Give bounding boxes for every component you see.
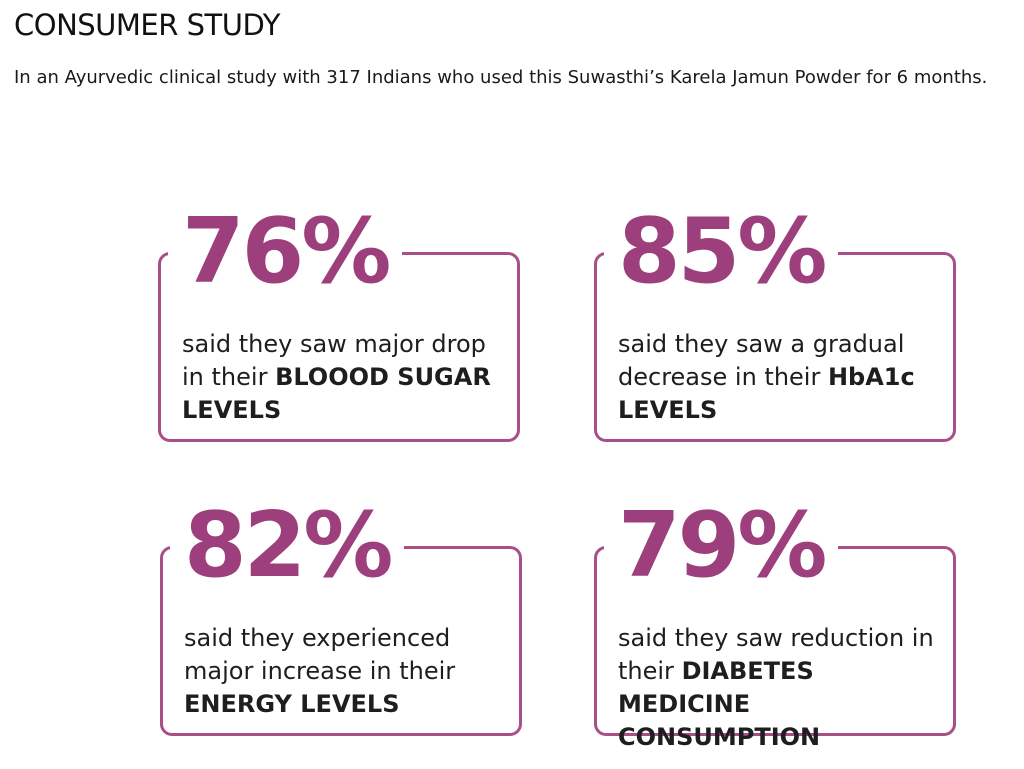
stat-percent: 79% bbox=[604, 496, 839, 596]
stat-highlight: BLOOOD SUGAR LEVELS bbox=[182, 363, 491, 424]
stat-highlight: HbA1c LEVELS bbox=[618, 363, 915, 424]
stat-text: said they experienced major increase in … bbox=[184, 624, 456, 685]
stat-highlight: ENERGY LEVELS bbox=[184, 690, 400, 718]
stat-description: said they saw major drop in their BLOOOD… bbox=[182, 328, 512, 427]
stat-highlight: DIABETES MEDICINE CONSUMPTION bbox=[618, 657, 821, 751]
stat-description: said they saw a gradual decrease in thei… bbox=[618, 328, 948, 427]
stat-text: said they saw reduction in their bbox=[618, 624, 934, 685]
stat-percent: 82% bbox=[170, 496, 405, 596]
stat-description: said they saw reduction in their DIABETE… bbox=[618, 622, 948, 754]
stat-percent: 85% bbox=[604, 202, 839, 302]
page-title: CONSUMER STUDY bbox=[14, 8, 280, 42]
stat-card-hba1c: 85% said they saw a gradual decrease in … bbox=[594, 202, 964, 442]
study-intro: In an Ayurvedic clinical study with 317 … bbox=[14, 67, 988, 88]
stat-text: said they saw major drop in their bbox=[182, 330, 486, 391]
stat-text: said they saw a gradual decrease in thei… bbox=[618, 330, 905, 391]
stat-percent: 76% bbox=[168, 202, 403, 302]
stat-card-medicine: 79% said they saw reduction in their DIA… bbox=[594, 496, 964, 751]
stat-card-energy: 82% said they experienced major increase… bbox=[160, 496, 530, 736]
stat-description: said they experienced major increase in … bbox=[184, 622, 514, 721]
stat-card-blood-sugar: 76% said they saw major drop in their BL… bbox=[158, 202, 528, 442]
